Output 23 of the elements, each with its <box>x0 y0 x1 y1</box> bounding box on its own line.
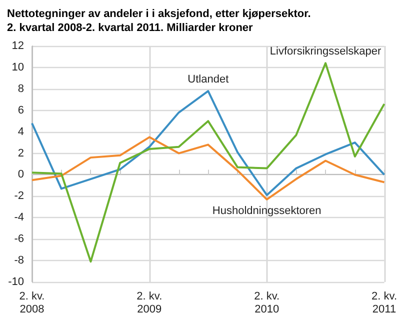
chart-title: Nettotegninger av andeler i i aksjefond, etter kjøpersektor. 2. kvartal 2008-2. kvartal 2011. Milliarder kroner <box>7 8 311 34</box>
y-tick-label: 2 <box>18 147 24 160</box>
y-tick-label: 10 <box>12 61 24 74</box>
y-tick-label: -10 <box>8 276 24 288</box>
x-tick-label: 2. kv. 2011 <box>372 290 398 316</box>
y-tick-label: 6 <box>18 104 24 116</box>
x-tick-label: 2. kv. 2009 <box>136 290 162 316</box>
series-label: Livforsikringsselskaper <box>270 46 382 58</box>
series-label: Husholdningssektoren <box>212 204 322 217</box>
y-tick-label: 12 <box>12 40 24 52</box>
y-tick-label: -4 <box>14 212 24 224</box>
y-tick-label: 4 <box>18 126 24 138</box>
y-tick-label: 8 <box>18 82 24 95</box>
line-series <box>31 62 386 263</box>
y-tick-label: 0 <box>18 168 24 181</box>
line-series <box>31 136 386 200</box>
series-label: Utlandet <box>188 74 229 86</box>
y-tick-label: -6 <box>14 233 24 246</box>
x-tick-label: 2. kv. 2010 <box>254 290 280 316</box>
y-tick-label: -2 <box>14 190 24 202</box>
y-tick-label: -8 <box>14 254 24 267</box>
x-tick-label: 2. kv. 2008 <box>19 290 45 316</box>
line-series <box>31 90 386 196</box>
